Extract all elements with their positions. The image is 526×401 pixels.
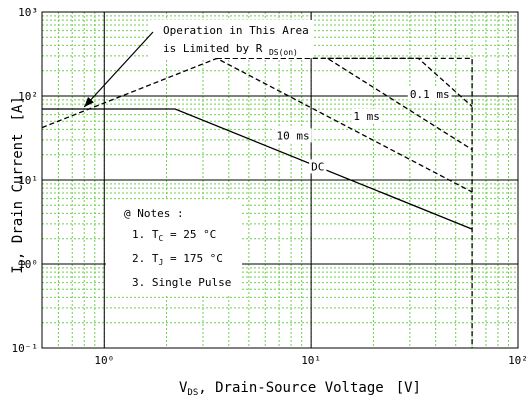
label-dc: DC [311, 160, 324, 173]
annotation-arrow [83, 31, 154, 108]
y-tick-label: 10¹ [18, 174, 38, 187]
y-tick-label: 10⁻¹ [12, 342, 39, 355]
y-tick-labels: 10⁻¹ 10⁰ 10¹ 10² 10³ [12, 6, 39, 355]
y-tick-label: 10³ [18, 6, 38, 19]
annotation-arrowhead [84, 96, 94, 108]
series-line-10-ms [41, 57, 473, 193]
plot-frame [41, 11, 519, 349]
series-line-dc [42, 108, 473, 230]
x-tick-label: 10¹ [301, 354, 321, 367]
note-item-2: 2. TJ = 175 °C [132, 252, 223, 267]
note-item-3: 3. Single Pulse [132, 276, 231, 289]
label-0-1ms: 0.1 ms [410, 88, 450, 101]
y-axis-label: ID, Drain Current[A] [10, 96, 28, 274]
y-tick-label: 10⁰ [18, 258, 38, 271]
notes-box: @ Notes : 1. TC = 25 °C 2. TJ = 175 °C 3… [106, 200, 242, 296]
notes-title: @ Notes : [124, 207, 184, 220]
label-1ms: 1 ms [353, 110, 380, 123]
label-10ms: 10 ms [276, 129, 309, 142]
x-tick-label: 10⁰ [94, 354, 114, 367]
x-tick-label: 10² [508, 354, 526, 367]
x-axis-label: VDS, Drain-Source Voltage [V] [179, 380, 421, 398]
series-line-boundary [216, 57, 473, 348]
series-layer [41, 57, 473, 348]
y-tick-label: 10² [18, 90, 38, 103]
annotation-line2: is Limited by R DS(on) [163, 42, 298, 57]
x-tick-labels: 10⁰ 10¹ 10² [94, 354, 526, 367]
note-item-1: 1. TC = 25 °C [132, 228, 216, 243]
rds-on-annotation: Operation in This Area is Limited by R D… [83, 20, 312, 108]
annotation-line1: Operation in This Area [163, 24, 309, 37]
